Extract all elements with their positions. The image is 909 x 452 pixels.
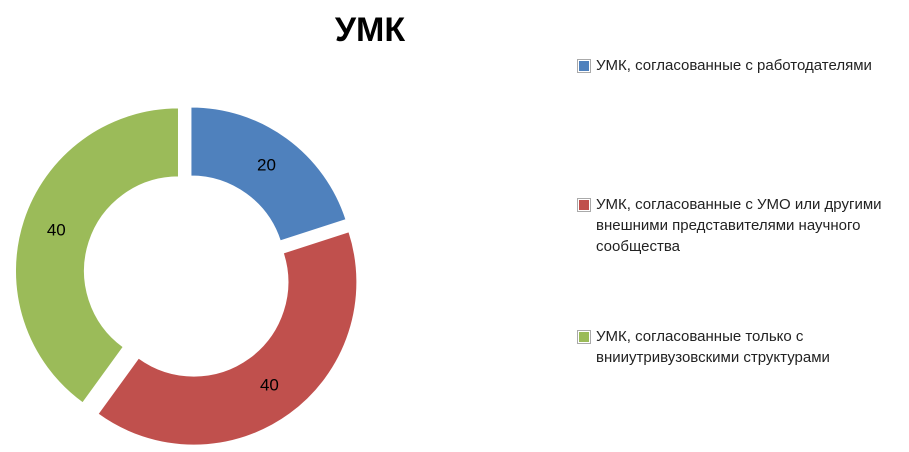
donut-slice (190, 106, 347, 242)
legend-label: УМК, согласованные с УМО или другими вне… (596, 196, 882, 255)
data-label: 20 (257, 155, 276, 174)
donut-slice (97, 231, 358, 446)
legend-swatch (577, 198, 591, 212)
legend-swatch (577, 330, 591, 344)
donut-slice (15, 107, 179, 404)
data-label: 40 (260, 376, 279, 395)
data-label: 40 (47, 221, 66, 240)
legend-item: УМК, согласованные с работодателями (577, 55, 896, 76)
legend-label: УМК, согласованные с работодателями (596, 57, 872, 74)
chart-title: УМК (335, 11, 405, 49)
legend-item: УМК, согласованные с УМО или другими вне… (577, 194, 896, 257)
legend-swatch (577, 59, 591, 73)
legend-label: УМК, согласованные только с внииутривузо… (596, 328, 830, 366)
legend-item: УМК, согласованные только с внииутривузо… (577, 326, 896, 368)
